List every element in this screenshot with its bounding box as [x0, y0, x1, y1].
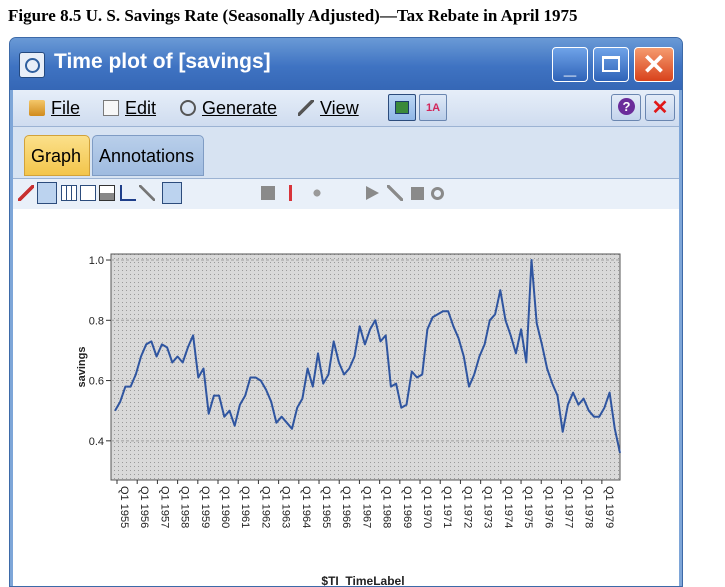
x-tick-label: Q1 1979: [603, 486, 615, 528]
menu-edit[interactable]: Edit: [103, 98, 156, 119]
copy-icon[interactable]: [80, 185, 96, 201]
y-tick-label: 0.6: [89, 376, 104, 388]
menu-file[interactable]: File: [29, 98, 80, 119]
menu-view[interactable]: View: [298, 98, 359, 119]
time-plot-chart[interactable]: 0.40.60.81.0 Q1 1955 Q1 1956 Q1 1957 Q1 195…: [13, 209, 679, 586]
y-tick-label: 1.0: [89, 255, 104, 267]
x-tick-label: Q1 1965: [320, 486, 332, 528]
graph-toolbar: [13, 178, 679, 210]
x-tick-label: Q1 1978: [583, 486, 595, 528]
tab-annotations[interactable]: Annotations: [92, 135, 204, 176]
axis-icon[interactable]: [120, 185, 136, 201]
title-bar[interactable]: Time plot of [savings] _ ✕: [10, 38, 682, 90]
pointer-icon[interactable]: [37, 182, 57, 204]
x-tick-label: Q1 1958: [179, 486, 191, 528]
diagonal-icon[interactable]: [387, 185, 403, 201]
y-axis-label: savings: [76, 347, 88, 388]
bulb-icon[interactable]: [162, 182, 182, 204]
x-tick-label: Q1 1977: [562, 486, 574, 528]
close-window-button[interactable]: ✕: [634, 47, 674, 82]
time-plot-window: Time plot of [savings] _ ✕ File Edit Gen…: [9, 37, 683, 587]
x-tick-label: Q1 1976: [542, 486, 554, 528]
x-tick-label: Q1 1970: [421, 486, 433, 528]
savings-series-line: [114, 259, 621, 454]
x-axis-label: $TI_TimeLabel: [321, 574, 404, 586]
edit-mode-button[interactable]: 1A: [419, 94, 447, 121]
edit-icon: [103, 100, 119, 116]
wand-icon[interactable]: [139, 185, 155, 201]
x-tick-label: Q1 1957: [158, 486, 170, 528]
app-icon[interactable]: [19, 52, 45, 78]
help-button[interactable]: [611, 94, 641, 121]
x-tick-label: Q1 1975: [522, 486, 534, 528]
x-tick-label: Q1 1966: [340, 486, 352, 528]
x-tick-label: Q1 1955: [118, 486, 130, 528]
tab-graph[interactable]: Graph: [24, 135, 90, 176]
x-tick-label: Q1 1974: [502, 486, 514, 528]
view-icon: [298, 100, 314, 116]
graph-content: 0.4 0.6 0.8 1.0 Q1 1955 Q1 1956 Q1 1957 Q1 195…: [13, 209, 679, 586]
x-tick-label: Q1 1967: [360, 486, 372, 528]
y-axis: 0.4 0.6 0.8 1.0: [89, 255, 111, 448]
block-icon[interactable]: [411, 187, 424, 200]
x-tick-label: Q1 1964: [300, 486, 312, 528]
menu-bar: File Edit Generate View 1A ✕: [13, 90, 679, 127]
arrow-icon[interactable]: [366, 186, 379, 200]
line-icon[interactable]: [289, 185, 292, 201]
square-icon[interactable]: [261, 186, 275, 200]
x-tick-label: Q1 1968: [381, 486, 393, 528]
sparkle-icon[interactable]: [309, 185, 325, 201]
folder-icon: [29, 100, 45, 116]
x-tick-label: Q1 1973: [482, 486, 494, 528]
plot-area: [110, 253, 621, 481]
x-tick-label: Q1 1972: [461, 486, 473, 528]
tab-bar: Graph Annotations: [13, 127, 679, 178]
x-tick-label: Q1 1960: [219, 486, 231, 528]
x-tick-label: Q1 1971: [441, 486, 453, 528]
maximize-button[interactable]: [593, 47, 629, 82]
gear-icon[interactable]: [431, 187, 444, 200]
figure-title: Figure 8.5 U. S. Savings Rate (Seasonall…: [8, 6, 578, 25]
x-tick-label: Q1 1961: [239, 486, 251, 528]
x-axis: Q1 1955 Q1 1956 Q1 1957 Q1 1958 Q1 1959 Q1 19…: [116, 480, 615, 528]
close-output-button[interactable]: ✕: [645, 94, 675, 121]
x-tick-label: Q1 1969: [401, 486, 413, 528]
explore-mode-button[interactable]: [388, 94, 416, 121]
print-icon[interactable]: [99, 185, 115, 201]
window-title: Time plot of [savings]: [54, 50, 271, 73]
generate-icon: [180, 100, 196, 116]
minimize-button[interactable]: _: [552, 47, 588, 82]
brush-icon[interactable]: [18, 185, 34, 201]
maximize-icon: [602, 56, 620, 72]
menu-generate[interactable]: Generate: [180, 98, 277, 119]
x-tick-label: Q1 1963: [280, 486, 292, 528]
y-tick-label: 0.8: [89, 315, 104, 327]
series-group: [114, 259, 621, 454]
y-tick-label: 0.4: [89, 436, 104, 448]
x-tick-label: Q1 1956: [138, 486, 150, 528]
x-tick-label: Q1 1959: [199, 486, 211, 528]
grid-icon[interactable]: [61, 185, 77, 201]
x-tick-label: Q1 1962: [259, 486, 271, 528]
